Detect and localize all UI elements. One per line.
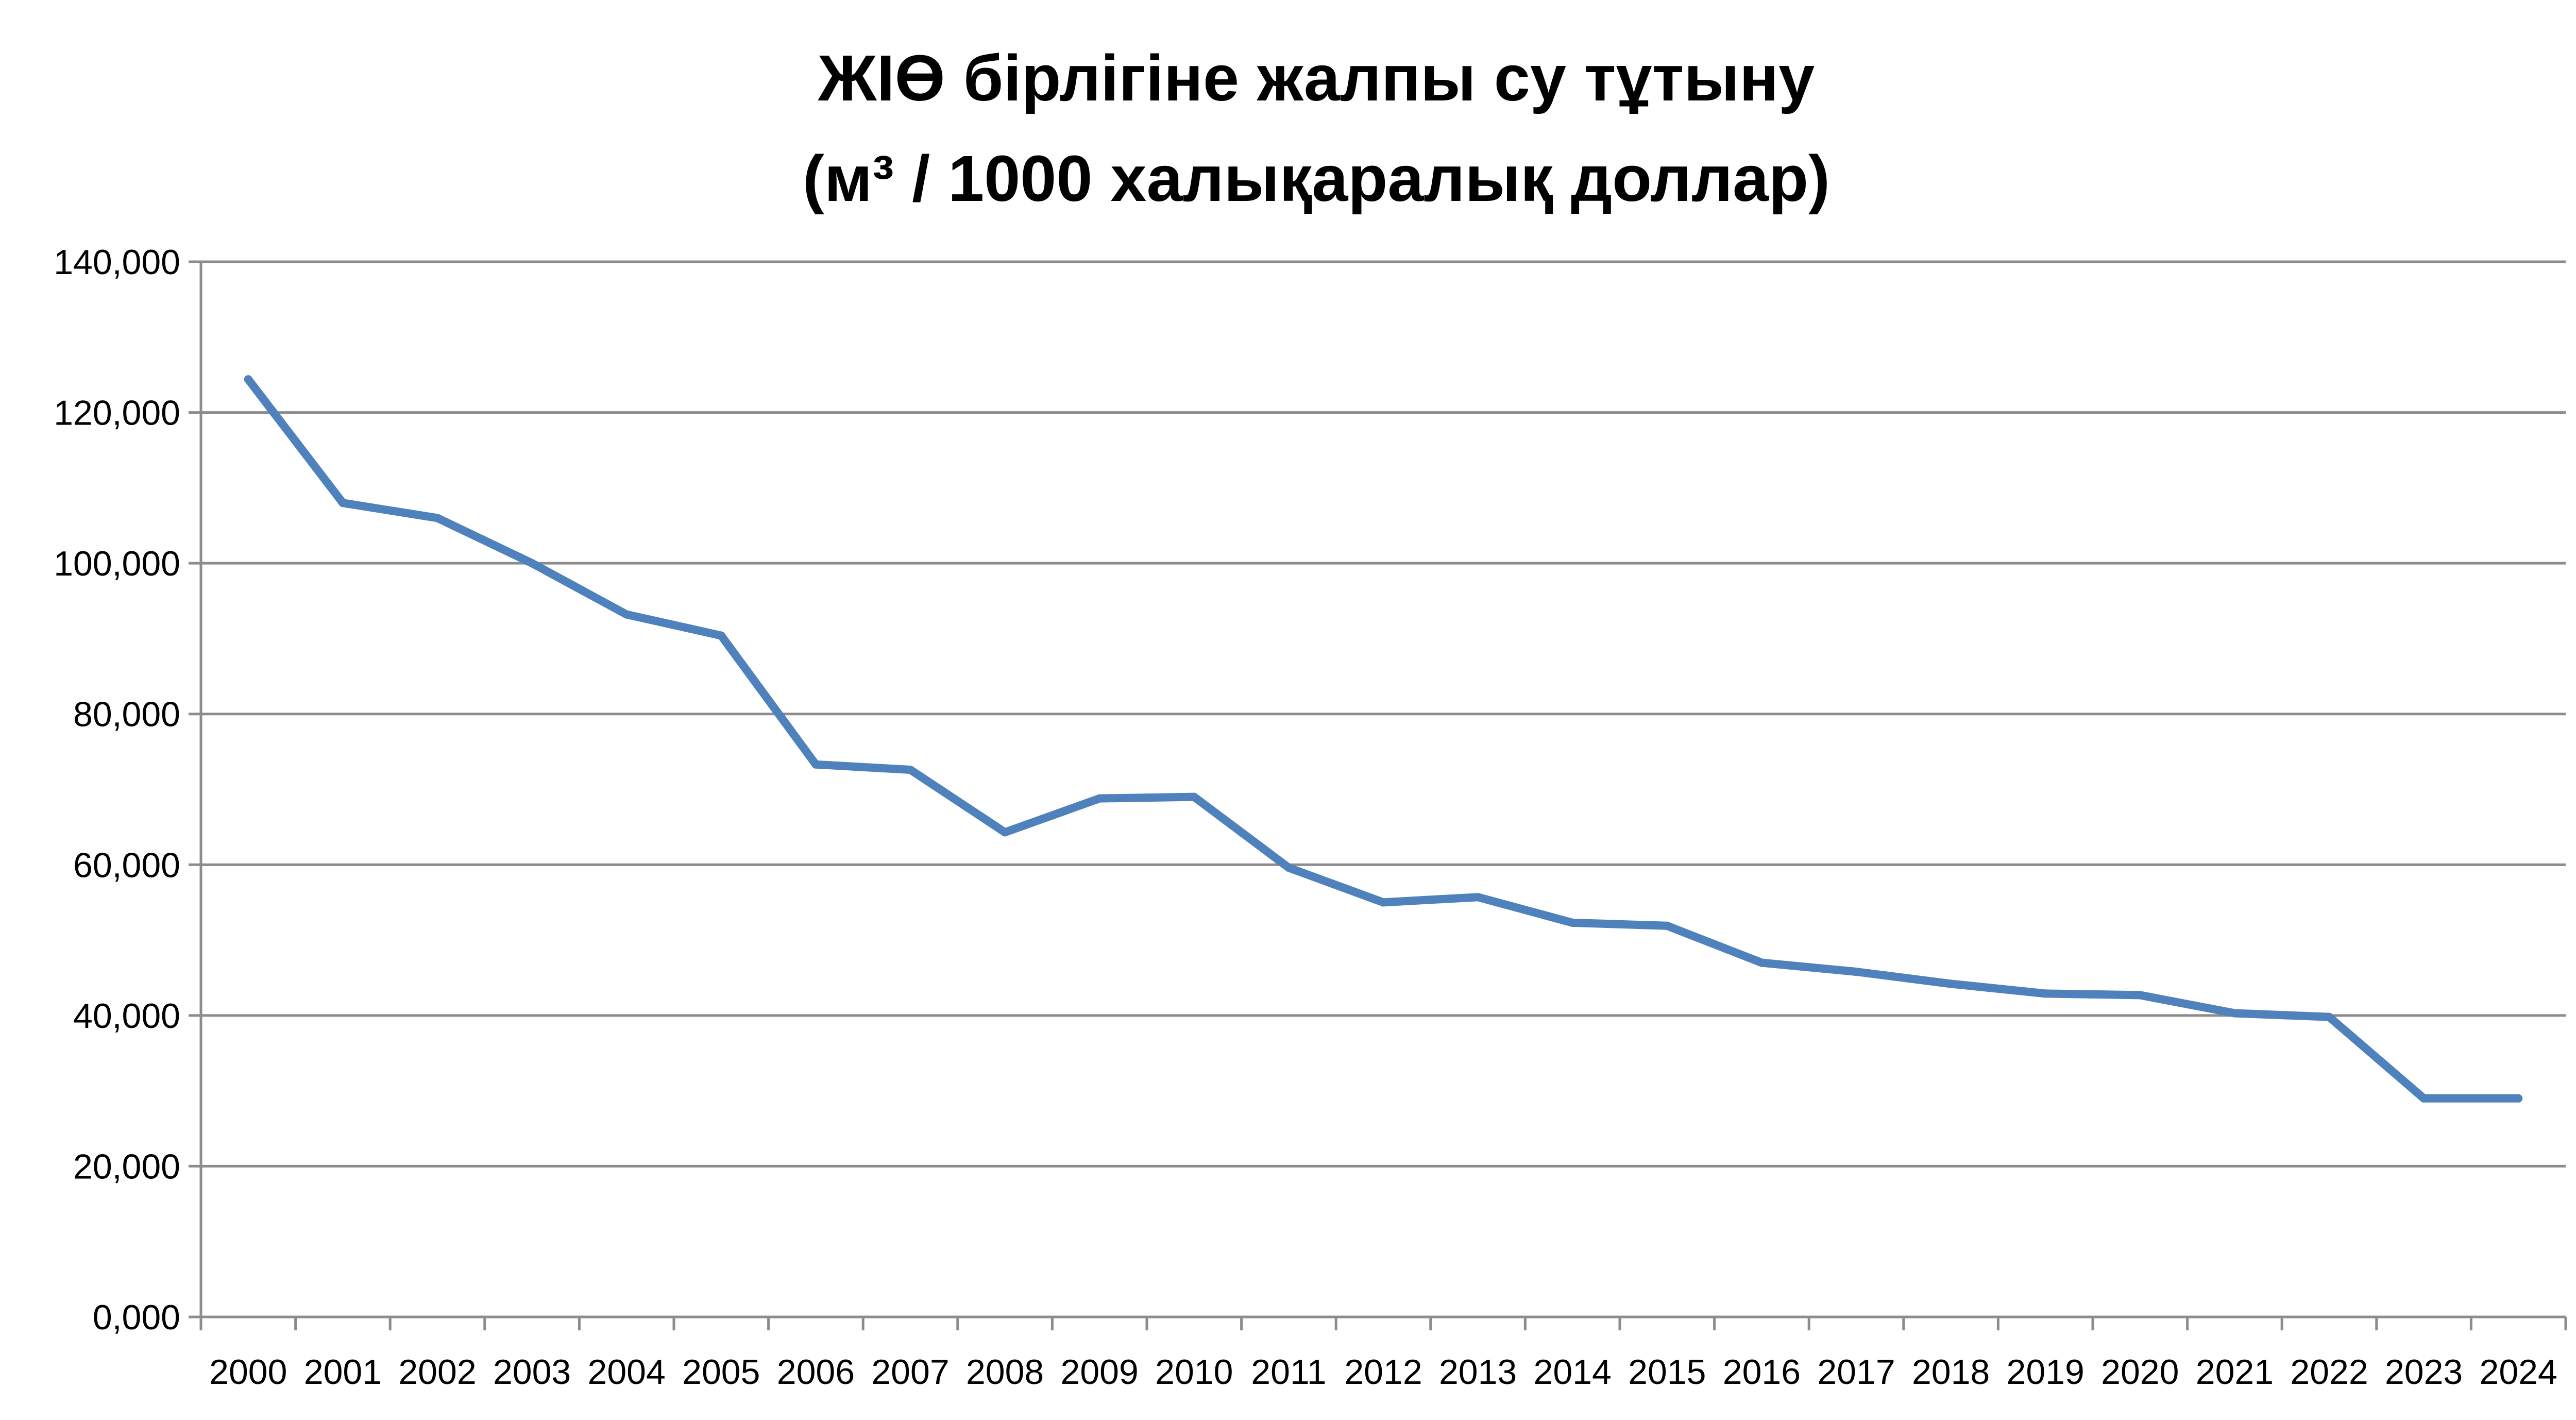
x-tick-label: 2018 bbox=[1912, 1353, 1990, 1392]
x-tick-label: 2000 bbox=[209, 1353, 287, 1392]
chart-title-line-2: (м³ / 1000 халықаралық доллар) bbox=[803, 142, 1830, 215]
x-tick-label: 2013 bbox=[1439, 1353, 1517, 1392]
y-tick-label: 100,000 bbox=[54, 544, 180, 583]
data-point bbox=[2230, 1009, 2239, 1018]
data-point bbox=[1379, 898, 1387, 907]
data-point bbox=[1663, 921, 1671, 930]
x-tick-label: 2023 bbox=[2385, 1353, 2463, 1392]
data-point bbox=[1852, 968, 1860, 976]
data-point bbox=[811, 760, 820, 769]
data-point bbox=[2325, 1012, 2333, 1021]
data-point bbox=[1095, 794, 1104, 803]
x-tick-label: 2015 bbox=[1628, 1353, 1706, 1392]
x-tick-label: 2003 bbox=[493, 1353, 571, 1392]
x-tick-label: 2010 bbox=[1155, 1353, 1233, 1392]
series-line bbox=[244, 375, 2523, 1103]
x-tick-label: 2019 bbox=[2007, 1353, 2084, 1392]
data-point bbox=[717, 631, 725, 640]
data-point bbox=[1190, 792, 1198, 801]
x-tick-label: 2022 bbox=[2290, 1353, 2368, 1392]
x-tick-label: 2009 bbox=[1061, 1353, 1139, 1392]
data-point bbox=[1001, 828, 1009, 837]
x-tick-label: 2011 bbox=[1251, 1353, 1326, 1392]
y-tick-label: 120,000 bbox=[54, 394, 180, 433]
axes: 0,000 20,000 40,000 60,000 80,000 100,000 120,… bbox=[54, 243, 2567, 1392]
x-tick-label: 2004 bbox=[588, 1353, 666, 1392]
data-point bbox=[2419, 1094, 2428, 1103]
x-tick-label: 2014 bbox=[1534, 1353, 1612, 1392]
data-point bbox=[433, 514, 442, 522]
x-tick-label: 2006 bbox=[777, 1353, 855, 1392]
data-point bbox=[1568, 918, 1577, 927]
x-tick-label: 2012 bbox=[1344, 1353, 1422, 1392]
data-point bbox=[1473, 893, 1482, 902]
series-layer bbox=[244, 375, 2523, 1103]
x-tick-label: 2008 bbox=[966, 1353, 1044, 1392]
x-tick-label: 2021 bbox=[2196, 1353, 2274, 1392]
data-point bbox=[1946, 979, 1955, 988]
y-tick-label: 80,000 bbox=[73, 695, 180, 734]
gridlines bbox=[201, 260, 2566, 1318]
data-point bbox=[528, 559, 536, 568]
x-tick-label: 2017 bbox=[1817, 1353, 1895, 1392]
chart-title-line-1: ЖІӨ бірлігіне жалпы су тұтыну bbox=[818, 42, 1815, 114]
data-point bbox=[622, 610, 631, 619]
y-tick-label: 60,000 bbox=[73, 846, 180, 885]
data-point bbox=[244, 375, 252, 384]
x-tick-label: 2016 bbox=[1723, 1353, 1801, 1392]
data-point bbox=[906, 765, 914, 774]
data-point bbox=[2041, 989, 2050, 998]
y-tick-label: 140,000 bbox=[54, 243, 180, 282]
data-point bbox=[338, 499, 347, 508]
x-tick-label: 2007 bbox=[871, 1353, 949, 1392]
data-point bbox=[2514, 1094, 2523, 1103]
y-tick-label: 0,000 bbox=[93, 1298, 180, 1337]
y-tick-label: 20,000 bbox=[73, 1147, 180, 1186]
data-point bbox=[1284, 864, 1293, 872]
x-tick-label: 2005 bbox=[682, 1353, 760, 1392]
data-point bbox=[2136, 991, 2144, 1000]
y-tick-label: 40,000 bbox=[73, 996, 180, 1036]
x-tick-label: 2024 bbox=[2480, 1353, 2557, 1392]
x-tick-label: 2001 bbox=[304, 1353, 382, 1392]
data-point bbox=[1757, 958, 1766, 967]
x-tick-label: 2002 bbox=[398, 1353, 476, 1392]
x-tick-label: 2020 bbox=[2101, 1353, 2179, 1392]
